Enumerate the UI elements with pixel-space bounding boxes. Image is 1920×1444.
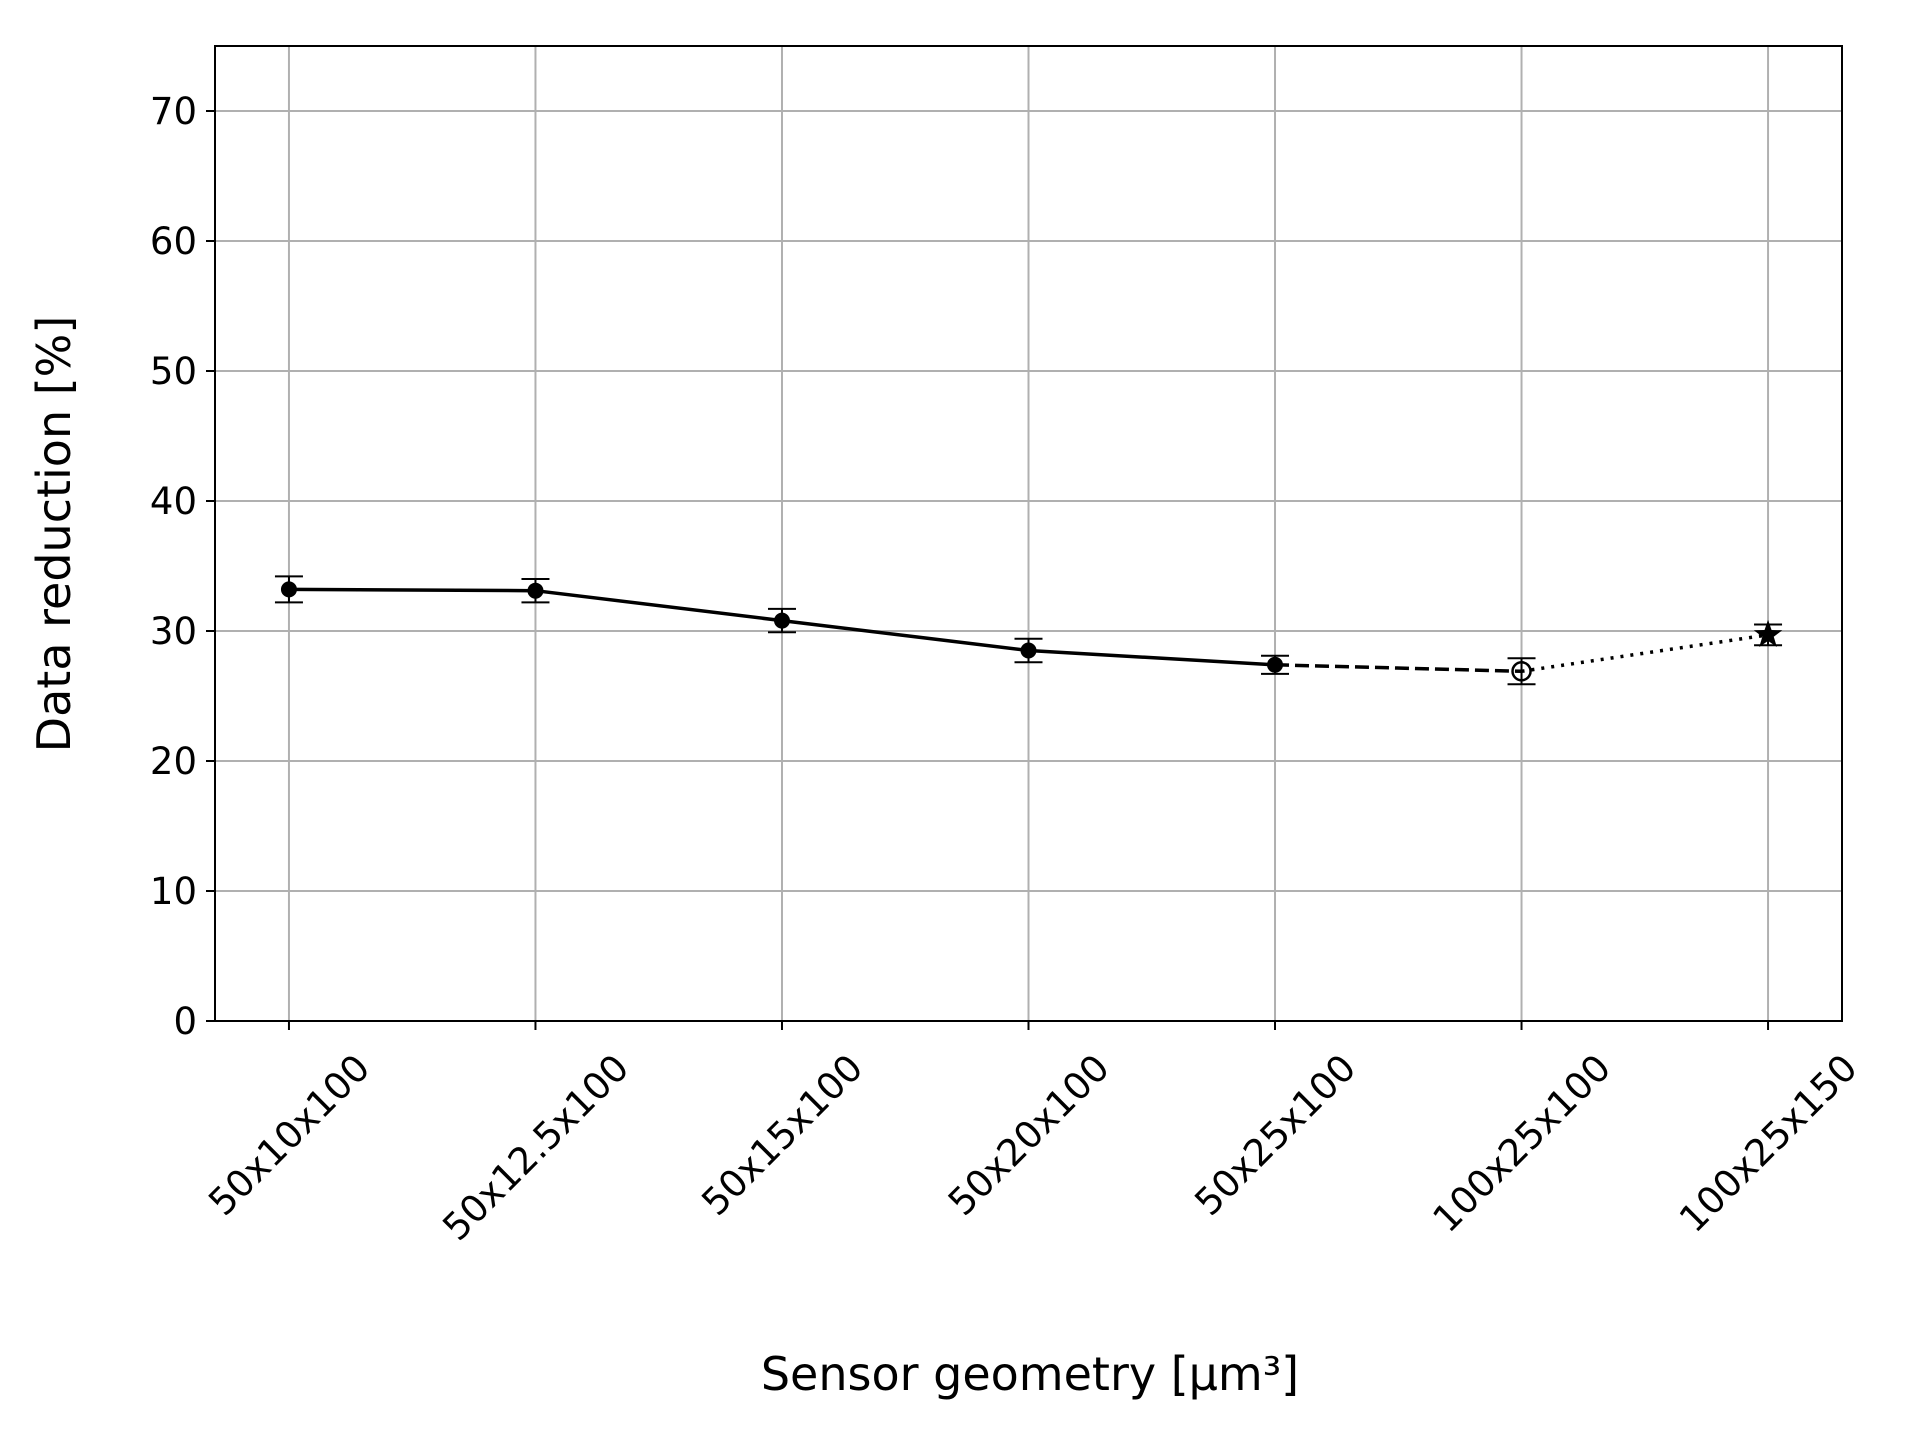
x-tick-label: 100x25x150 xyxy=(1671,1046,1866,1241)
x-tick-label: 50x15x100 xyxy=(693,1046,871,1224)
x-tick-label: 50x12.5x100 xyxy=(434,1046,637,1249)
marker xyxy=(1511,661,1532,682)
line-segment xyxy=(781,618,1029,653)
x-axis-label: Sensor geometry [μm³] xyxy=(761,1347,1299,1401)
x-tick-label: 50x25x100 xyxy=(1186,1046,1364,1224)
line-segment xyxy=(1274,663,1522,674)
y-tick-label: 50 xyxy=(150,350,197,393)
x-tick-label: 50x20x100 xyxy=(940,1046,1118,1224)
marker xyxy=(527,582,544,599)
marker xyxy=(280,581,297,598)
y-tick-label: 10 xyxy=(150,870,197,913)
line-segment xyxy=(535,588,783,623)
y-tick-label: 20 xyxy=(150,740,197,783)
y-tick-label: 70 xyxy=(150,90,197,133)
y-tick-label: 40 xyxy=(150,480,197,523)
line-segment xyxy=(1028,648,1276,667)
marker xyxy=(1020,642,1037,659)
plot-frame xyxy=(214,45,1843,1022)
marker xyxy=(1753,619,1783,648)
y-axis-label: Data reduction [%] xyxy=(27,316,81,753)
line-segment xyxy=(1521,633,1769,674)
y-tick-label: 30 xyxy=(150,610,197,653)
marker xyxy=(773,612,790,629)
y-tick-label: 0 xyxy=(173,1000,197,1043)
x-tick-label: 100x25x100 xyxy=(1425,1046,1620,1241)
marker xyxy=(1267,656,1284,673)
x-tick-label: 50x10x100 xyxy=(200,1046,378,1224)
y-tick-label: 60 xyxy=(150,220,197,263)
line-segment xyxy=(288,587,536,593)
